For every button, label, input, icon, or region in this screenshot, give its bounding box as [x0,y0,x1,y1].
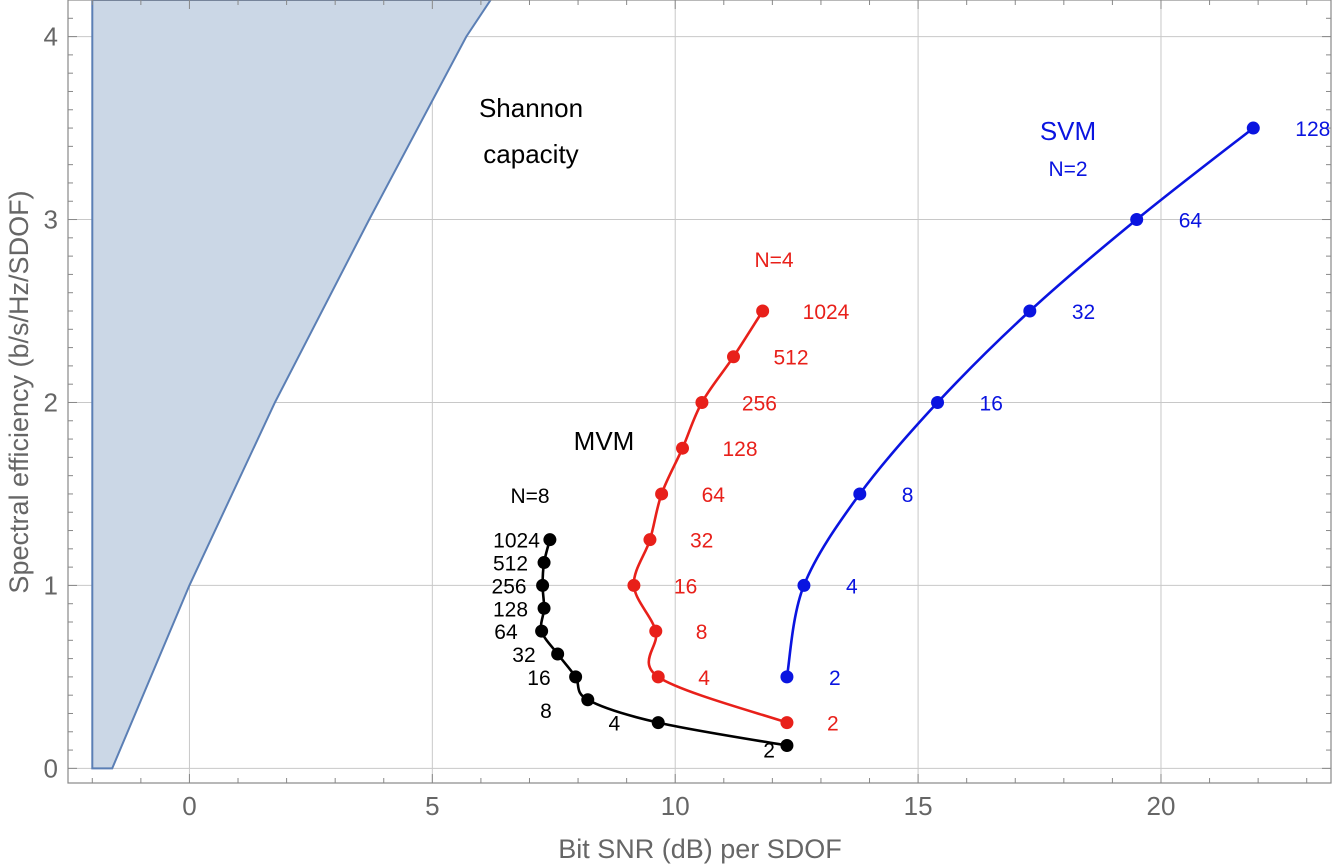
data-point [536,578,550,592]
data-point-label: 512 [493,553,528,576]
grid-lines [68,0,1331,783]
data-point [551,647,565,661]
y-tick-label: 0 [44,753,58,783]
y-tick-label: 1 [44,570,58,600]
n4-label: N=4 [754,249,793,272]
data-point [931,395,945,409]
data-point-label: 1024 [803,301,850,324]
data-series [535,121,1260,752]
series-line [539,539,788,747]
data-point [780,738,794,752]
data-point-label: 512 [774,347,809,370]
data-point [727,350,741,364]
mvm-label: MVM [574,426,635,456]
x-tick-label: 15 [904,791,933,821]
y-tick-label: 4 [44,22,58,52]
svm-label: SVM [1040,116,1096,146]
n8-label: N=8 [510,485,549,508]
data-point [543,533,557,547]
x-tick-label: 10 [661,791,690,821]
data-point-label: 8 [540,700,552,723]
data-point [1023,304,1037,318]
x-tick-label: 20 [1147,791,1176,821]
series-line [632,310,788,724]
shannon-label-line1: Shannon [479,93,583,123]
data-point-label: 2 [763,739,775,762]
data-point [651,716,665,730]
shannon-capacity-region [91,0,492,770]
shannon-label-line2: capacity [483,139,578,169]
data-point [569,670,583,684]
data-point [627,578,641,592]
data-point-label: 8 [696,621,708,644]
data-point-label: 4 [846,575,858,598]
data-point-label: 256 [742,392,777,415]
data-point-label: 64 [702,484,726,507]
data-point [780,670,794,684]
data-point-label: 16 [527,667,550,690]
plot-frame [67,0,1332,784]
x-tick-label: 0 [182,791,196,821]
data-point-label: 128 [1295,118,1330,141]
data-point [535,624,549,638]
y-axis-title: Spectral efficiency (b/s/Hz/SDOF) [4,190,34,593]
data-point [675,441,689,455]
data-point-label: 128 [722,438,757,461]
data-point-label: 256 [492,575,527,598]
x-axis-title: Bit SNR (dB) per SDOF [558,834,842,864]
data-point-label: 64 [1179,210,1203,233]
axes: 0 5 10 15 20 0 1 2 3 4 [44,0,1331,821]
data-point-label: 32 [690,530,713,553]
data-point-label: 128 [493,598,528,621]
data-point [655,487,669,501]
data-point-label: 8 [902,484,914,507]
data-point [643,533,657,547]
data-point-label: 16 [980,392,1003,415]
data-point-label: 4 [698,667,710,690]
data-point [695,395,709,409]
data-point-label: 2 [827,713,839,736]
data-point [649,624,663,638]
data-point [797,578,811,592]
data-point [853,487,867,501]
y-tick-label: 3 [44,205,58,235]
data-point [651,670,665,684]
data-point-label: 16 [674,575,697,598]
data-point-label: 64 [494,621,518,644]
data-point [581,693,595,707]
data-point [780,716,794,730]
y-tick-label: 2 [44,387,58,417]
point-labels: 2481632641282565121024248163264128256512… [492,118,1331,762]
data-point-label: 1024 [493,530,540,553]
data-point [756,304,770,318]
x-tick-label: 5 [425,791,439,821]
data-point [1246,121,1260,135]
data-point-label: 32 [1072,301,1095,324]
data-point-label: 32 [512,644,535,667]
data-point [1130,213,1144,227]
data-point [537,556,551,570]
data-point-label: 2 [829,667,841,690]
data-point-label: 4 [609,713,621,736]
data-point [537,601,551,615]
n2-label: N=2 [1048,158,1087,181]
